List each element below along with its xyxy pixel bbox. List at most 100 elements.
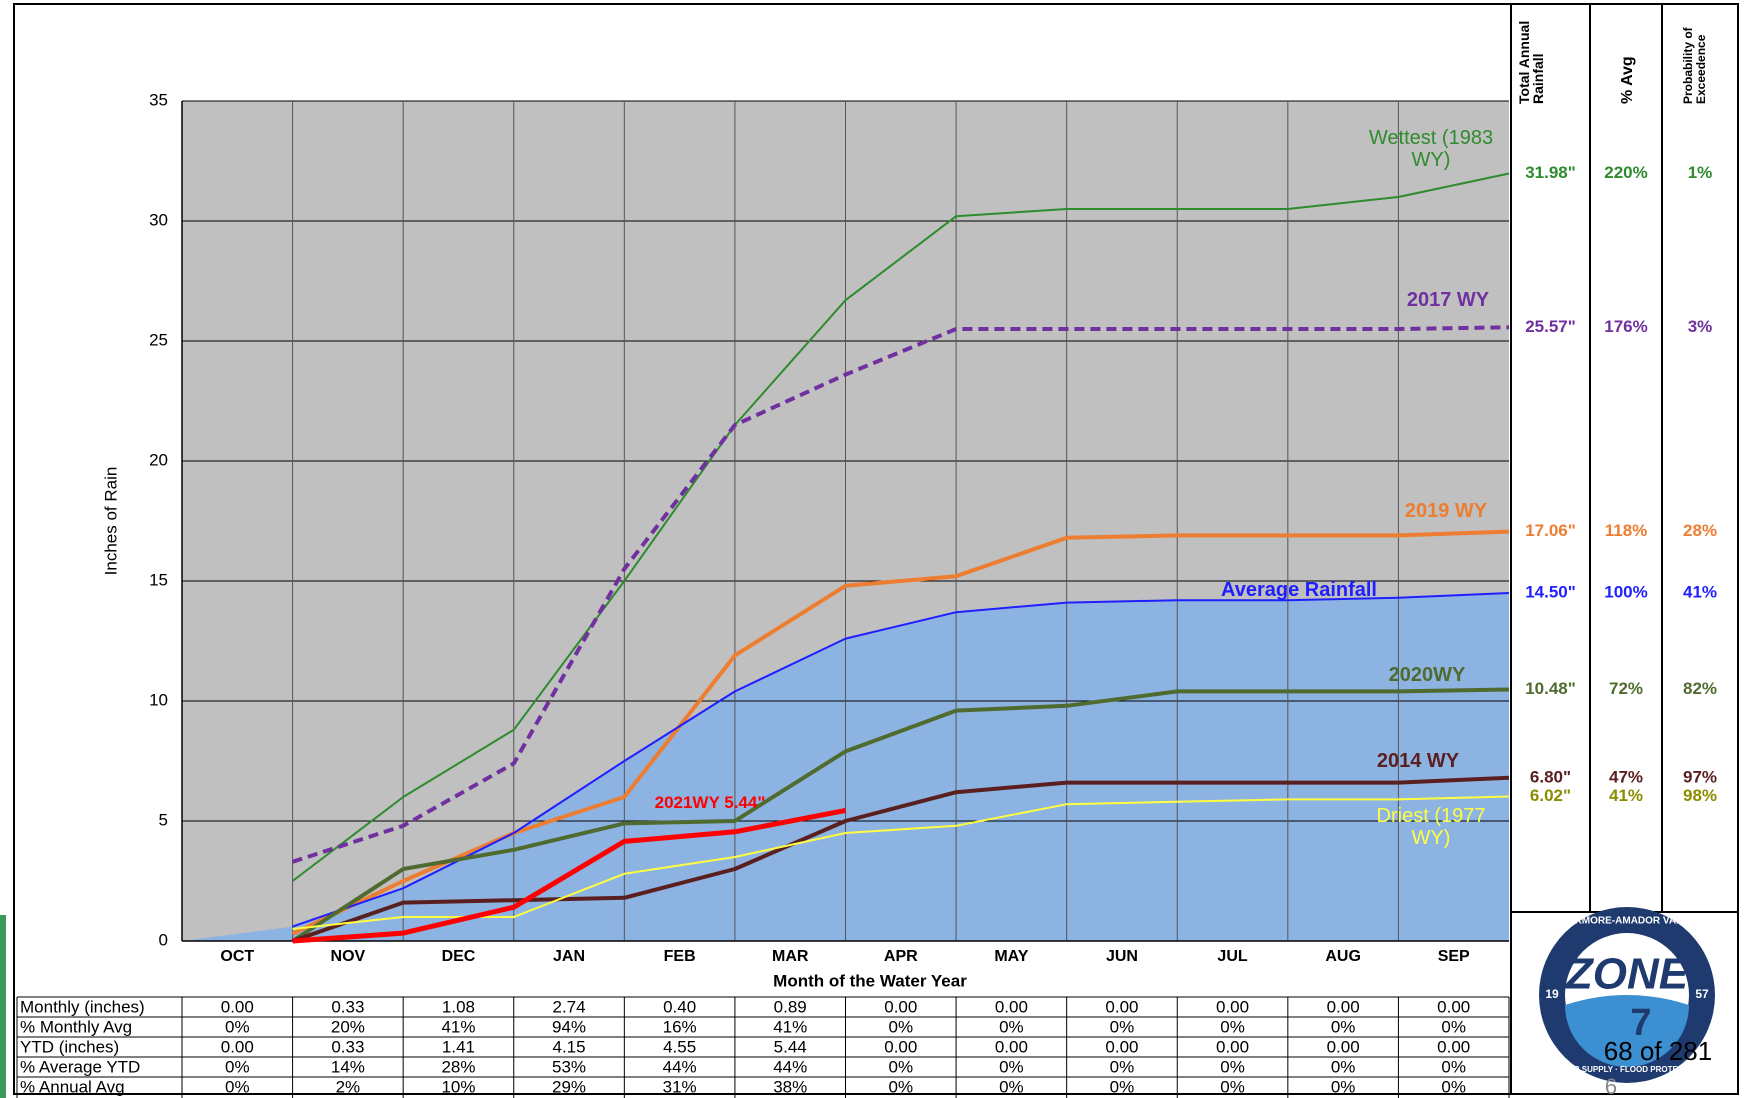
- y-tick-label: 15: [149, 570, 168, 589]
- y-tick-label: 35: [149, 90, 168, 109]
- side-bar: [0, 915, 6, 1098]
- table-probability: 98%: [1683, 786, 1717, 805]
- cell: 0.40: [663, 997, 696, 1016]
- y-tick-label: 25: [149, 330, 168, 349]
- cell: 0%: [1441, 1077, 1466, 1096]
- x-tick-label: JUL: [1217, 948, 1247, 965]
- cell: 29%: [552, 1077, 586, 1096]
- x-tick-label: MAY: [994, 948, 1028, 965]
- series-label: 2014 WY: [1376, 750, 1460, 772]
- cell: 14%: [331, 1057, 365, 1076]
- cell: 16%: [663, 1017, 697, 1036]
- x-tick-label: JUN: [1106, 948, 1138, 965]
- cell: 0%: [1110, 1057, 1135, 1076]
- table-probability: 3%: [1688, 317, 1713, 336]
- x-tick-label: DEC: [442, 948, 476, 965]
- table-total: 14.50": [1525, 582, 1576, 601]
- cell: 0%: [889, 1077, 914, 1096]
- logo-water: [1565, 995, 1689, 1067]
- cell: 0.00: [1216, 997, 1249, 1016]
- cell: 0%: [999, 1057, 1024, 1076]
- cell: 0.33: [331, 1037, 364, 1056]
- cell: 4.55: [663, 1037, 696, 1056]
- table-pct-avg: 41%: [1609, 786, 1643, 805]
- cell: 0.00: [221, 1037, 254, 1056]
- cell: 0.89: [774, 997, 807, 1016]
- series-label: Average Rainfall: [1221, 579, 1377, 601]
- table-probability: 28%: [1683, 521, 1717, 540]
- row-label: % Average YTD: [20, 1057, 140, 1076]
- column-header: % Avg: [1619, 56, 1636, 104]
- cell: 5.44: [774, 1037, 807, 1056]
- row-label: % Annual Avg: [20, 1077, 125, 1096]
- cell: 94%: [552, 1017, 586, 1036]
- cell: 0.00: [995, 1037, 1028, 1056]
- table-probability: 82%: [1683, 679, 1717, 698]
- table-probability: 1%: [1688, 163, 1713, 182]
- cell: 0%: [225, 1017, 250, 1036]
- y-tick-label: 20: [149, 450, 168, 469]
- cell: 0%: [1110, 1077, 1135, 1096]
- cell: 41%: [441, 1017, 475, 1036]
- logo-main: ZONE: [1564, 950, 1690, 999]
- cell: 0.33: [331, 997, 364, 1016]
- table-total: 31.98": [1525, 163, 1576, 182]
- cell: 31%: [663, 1077, 697, 1096]
- cell: 0.00: [884, 1037, 917, 1056]
- cell: 0%: [225, 1057, 250, 1076]
- table-pct-avg: 176%: [1604, 317, 1647, 336]
- row-label: YTD (inches): [20, 1037, 119, 1056]
- cell: 0%: [1331, 1057, 1356, 1076]
- cell: 2%: [336, 1077, 361, 1096]
- series-label: Wettest (1983 WY): [1368, 127, 1494, 171]
- cell: 0%: [1220, 1057, 1245, 1076]
- table-pct-avg: 72%: [1609, 679, 1643, 698]
- cell: 0%: [225, 1077, 250, 1096]
- cell: 0%: [889, 1057, 914, 1076]
- frame: [13, 3, 1739, 1095]
- logo-left: 19: [1545, 987, 1559, 1001]
- cell: 44%: [773, 1057, 807, 1076]
- series-line: [292, 592, 1510, 928]
- table-total: 17.06": [1525, 521, 1576, 540]
- series-line: [291, 529, 1510, 936]
- cell: 0.00: [221, 997, 254, 1016]
- x-tick-label: AUG: [1325, 948, 1361, 965]
- series-line: [292, 807, 846, 944]
- cell: 1.08: [442, 997, 475, 1016]
- cell: 0%: [999, 1017, 1024, 1036]
- logo-bottom: WATER SUPPLY · FLOOD PROTECTION: [1551, 1065, 1703, 1074]
- cell: 1.41: [442, 1037, 475, 1056]
- cell: 0.00: [995, 997, 1028, 1016]
- cell: 0%: [1441, 1057, 1466, 1076]
- logo-right: 57: [1695, 987, 1709, 1001]
- cell: 4.15: [552, 1037, 585, 1056]
- series-line: [291, 325, 1510, 864]
- cell: 0%: [1331, 1077, 1356, 1096]
- column-header: Probability of Exceedence: [1681, 27, 1708, 104]
- y-tick-label: 5: [159, 810, 168, 829]
- x-tick-label: MAR: [772, 948, 809, 965]
- cell: 0.00: [1437, 997, 1470, 1016]
- logo-number: 7: [1630, 1002, 1651, 1044]
- cell: 0.00: [1327, 1037, 1360, 1056]
- series-label: Driest (1977 WY): [1376, 805, 1486, 849]
- table-pct-avg: 220%: [1604, 163, 1647, 182]
- series-line: [291, 775, 1510, 943]
- y-tick-label: 0: [159, 930, 168, 949]
- table-total: 25.57": [1525, 317, 1576, 336]
- series-label: 2021WY 5.44": [654, 793, 766, 812]
- cell: 0%: [999, 1077, 1024, 1096]
- y-axis-title: Inches of Rain: [101, 467, 120, 576]
- cell: 0.00: [1327, 997, 1360, 1016]
- table-total: 6.80": [1530, 767, 1571, 786]
- cell: 0%: [889, 1017, 914, 1036]
- cell: 0%: [1220, 1017, 1245, 1036]
- logo-top: LIVERMORE-AMADOR VALLEY: [1552, 916, 1702, 927]
- cell: 0%: [1220, 1077, 1245, 1096]
- cell: 53%: [552, 1057, 586, 1076]
- cell: 41%: [773, 1017, 807, 1036]
- table-pct-avg: 100%: [1604, 582, 1647, 601]
- cell: 20%: [331, 1017, 365, 1036]
- series-label: 2020WY: [1388, 664, 1466, 686]
